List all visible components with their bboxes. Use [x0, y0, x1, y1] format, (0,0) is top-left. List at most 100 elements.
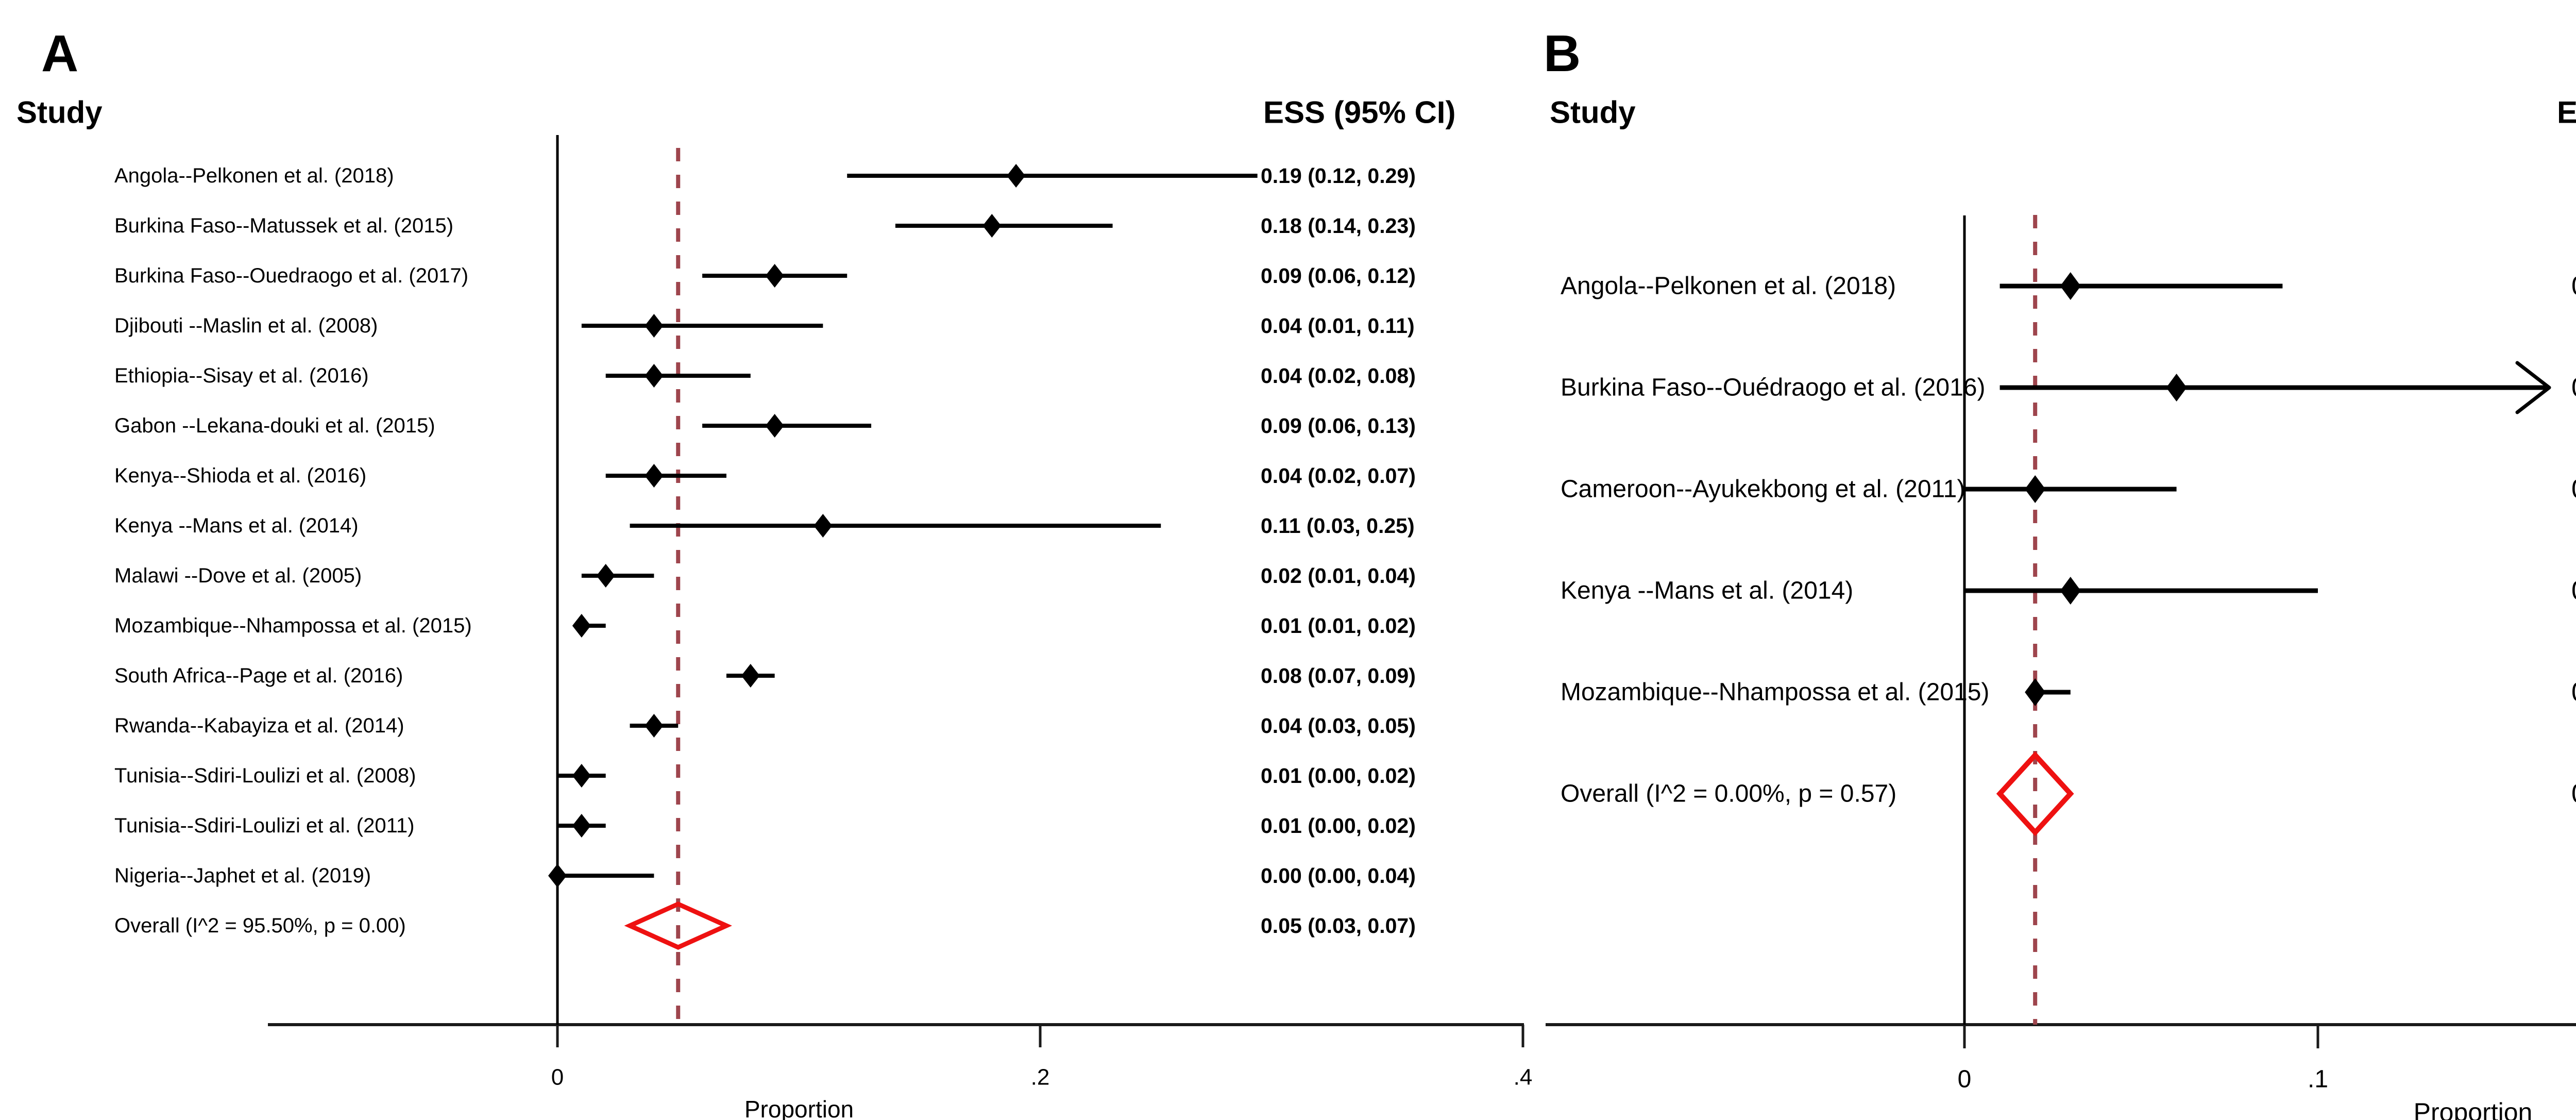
ess-value: 0.00 (0.00, 0.04) — [1261, 864, 1416, 888]
study-row: South Africa--Page et al. (2016) 0.08 (0.… — [114, 664, 1416, 688]
ess-value: 0.11 (0.03, 0.25) — [1261, 514, 1415, 538]
point-estimate-marker — [2060, 272, 2081, 300]
overall-label: Overall (I^2 = 95.50%, p = 0.00) — [114, 914, 406, 937]
ess-value: 0.01 (0.00, 0.02) — [1261, 764, 1416, 788]
point-estimate-marker — [572, 764, 591, 788]
study-label: Malawi --Dove et al. (2005) — [114, 564, 362, 587]
x-tick-label: .2 — [1031, 1065, 1050, 1090]
x-axis-title: Proportion — [2414, 1098, 2533, 1120]
panel-title: B — [1544, 25, 1581, 82]
x-axis-title: Proportion — [744, 1096, 854, 1120]
panel-A: A Study ESS (95% CI) 0 .2 .4 Proportion Angola-… — [16, 25, 1532, 1120]
study-column-header: Study — [1550, 95, 1636, 130]
ess-value: 0.04 (0.03, 0.05) — [1261, 714, 1416, 738]
study-label: Kenya--Shioda et al. (2016) — [114, 464, 366, 487]
study-label: Mozambique--Nhampossa et al. (2015) — [1561, 679, 1989, 706]
ess-value: 0.02 (0.02, 0.03) — [2571, 677, 2576, 707]
overall-label: Overall (I^2 = 0.00%, p = 0.57) — [1561, 780, 1896, 808]
overall-diamond — [1996, 751, 2074, 837]
x-tick-label: .4 — [1514, 1065, 1533, 1090]
study-row: Angola--Pelkonen et al. (2018) 0.03 (0.01… — [1561, 271, 2576, 301]
overall-row: Overall (I^2 = 95.50%, p = 0.00) 0.05 (0.… — [114, 901, 1416, 950]
study-row: Burkina Faso--Ouédraogo et al. (2016) 0.0… — [1561, 361, 2576, 414]
ess-value: 0.08 (0.07, 0.09) — [1261, 664, 1416, 688]
ess-value: 0.04 (0.02, 0.08) — [1261, 364, 1416, 388]
ess-value: 0.19 (0.12, 0.29) — [1261, 164, 1416, 188]
point-estimate-marker — [2025, 475, 2046, 503]
point-estimate-marker — [645, 714, 664, 738]
ess-value: 0.02 (0.01, 0.04) — [1261, 564, 1416, 588]
x-tick-label: 0 — [551, 1065, 564, 1090]
ess-value: 0.05 (0.03, 0.07) — [1261, 914, 1416, 938]
panel-title: A — [41, 25, 78, 82]
study-label: Kenya --Mans et al. (2014) — [1561, 577, 1853, 605]
ess-value: 0.09 (0.06, 0.12) — [1261, 264, 1416, 288]
study-row: Nigeria--Japhet et al. (2019) 0.00 (0.00,… — [114, 864, 1416, 888]
study-row: Rwanda--Kabayiza et al. (2014) 0.04 (0.03… — [114, 714, 1416, 738]
study-row: Tunisia--Sdiri-Loulizi et al. (2008) 0.01… — [114, 764, 1416, 788]
study-row: Malawi --Dove et al. (2005) 0.02 (0.01, 0… — [114, 564, 1416, 588]
point-estimate-marker — [2060, 577, 2081, 605]
point-estimate-marker — [2166, 374, 2187, 402]
point-estimate-marker — [765, 414, 784, 438]
ess-value: 0.02 (0.01, 0.03) — [2571, 779, 2576, 809]
study-label: Burkina Faso--Ouedraogo et al. (2017) — [114, 264, 468, 287]
study-label: Nigeria--Japhet et al. (2019) — [114, 864, 371, 887]
x-tick-label: 0 — [1958, 1066, 1972, 1093]
point-estimate-marker — [1007, 164, 1026, 188]
point-estimate-marker — [572, 614, 591, 638]
study-label: Ethiopia--Sisay et al. (2016) — [114, 364, 369, 387]
study-row: Tunisia--Sdiri-Loulizi et al. (2011) 0.01… — [114, 814, 1416, 838]
ess-value: 0.04 (0.02, 0.07) — [1261, 464, 1416, 488]
ess-value: 0.09 (0.06, 0.13) — [1261, 414, 1416, 438]
point-estimate-marker — [645, 364, 664, 388]
overall-diamond — [624, 901, 732, 950]
study-label: Rwanda--Kabayiza et al. (2014) — [114, 714, 404, 737]
study-row: Djibouti --Maslin et al. (2008) 0.04 (0.0… — [114, 314, 1415, 338]
point-estimate-marker — [572, 814, 591, 838]
point-estimate-marker — [645, 464, 664, 488]
ci-truncation-arrow-icon — [2515, 361, 2551, 414]
study-label: Burkina Faso--Matussek et al. (2015) — [114, 214, 453, 237]
study-row: Kenya --Mans et al. (2014) 0.11 (0.03, 0.… — [114, 514, 1415, 538]
point-estimate-marker — [982, 214, 1002, 238]
study-row: Mozambique--Nhampossa et al. (2015) 0.01 … — [114, 614, 1416, 638]
point-estimate-marker — [741, 664, 760, 688]
study-label: Mozambique--Nhampossa et al. (2015) — [114, 614, 472, 637]
ess-column-header: ESS (95% CI) — [1263, 95, 1455, 130]
study-row: Cameroon--Ayukekbong et al. (2011) 0.02 (… — [1561, 474, 2576, 504]
study-label: Tunisia--Sdiri-Loulizi et al. (2011) — [114, 814, 414, 837]
ess-column-header: ESS (95% CI) — [2557, 95, 2576, 130]
study-row: Ethiopia--Sisay et al. (2016) 0.04 (0.02,… — [114, 364, 1416, 388]
ess-value: 0.04 (0.01, 0.11) — [1261, 314, 1415, 338]
x-tick-label: .1 — [2308, 1066, 2328, 1093]
point-estimate-marker — [765, 264, 784, 288]
study-label: Tunisia--Sdiri-Loulizi et al. (2008) — [114, 764, 416, 787]
study-row: Burkina Faso--Matussek et al. (2015) 0.18… — [114, 214, 1416, 238]
study-row: Angola--Pelkonen et al. (2018) 0.19 (0.12… — [114, 164, 1416, 188]
study-column-header: Study — [16, 95, 103, 130]
ess-value: 0.03 (0.00, 0.10) — [2571, 576, 2576, 606]
point-estimate-marker — [814, 514, 833, 538]
ess-value: 0.03 (0.01, 0.09) — [2571, 271, 2576, 301]
ess-value: 0.01 (0.01, 0.02) — [1261, 614, 1416, 638]
study-row: Mozambique--Nhampossa et al. (2015) 0.02 … — [1561, 677, 2576, 707]
point-estimate-marker — [645, 314, 664, 338]
study-row: Gabon --Lekana-douki et al. (2015) 0.09 (… — [114, 414, 1416, 438]
ess-value: 0.02 (0.00, 0.06) — [2571, 474, 2576, 504]
panel-B: BStudyESS (95% CI)0.1.2ProportionAngola-… — [1544, 25, 2576, 1120]
ess-value: 0.18 (0.14, 0.23) — [1261, 214, 1416, 238]
study-row: Burkina Faso--Ouedraogo et al. (2017) 0.0… — [114, 264, 1416, 288]
study-label: Cameroon--Ayukekbong et al. (2011) — [1561, 476, 1965, 503]
ess-value: 0.01 (0.00, 0.02) — [1261, 814, 1416, 838]
study-label: South Africa--Page et al. (2016) — [114, 664, 403, 687]
study-label: Gabon --Lekana-douki et al. (2015) — [114, 414, 435, 437]
point-estimate-marker — [596, 564, 615, 588]
study-label: Kenya --Mans et al. (2014) — [114, 514, 359, 537]
point-estimate-marker — [548, 864, 567, 888]
study-label: Angola--Pelkonen et al. (2018) — [114, 164, 394, 187]
point-estimate-marker — [2025, 678, 2046, 706]
study-row: Kenya--Shioda et al. (2016) 0.04 (0.02, 0… — [114, 464, 1416, 488]
